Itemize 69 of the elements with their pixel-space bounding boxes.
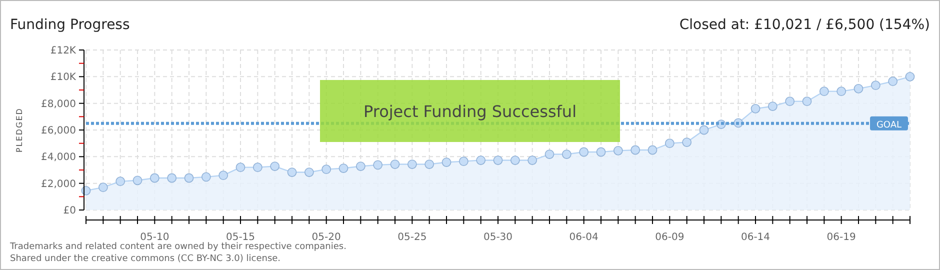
point	[648, 145, 658, 155]
ref-line-label: GOAL	[876, 120, 902, 130]
y-tick-label: £10K	[50, 72, 76, 84]
x-tick-label: 06-19	[826, 232, 856, 243]
point	[785, 96, 795, 106]
point	[424, 160, 434, 169]
point	[905, 72, 915, 82]
point	[562, 150, 572, 159]
point	[218, 170, 228, 180]
y-tick-label: £4,000	[41, 152, 76, 164]
point	[510, 156, 520, 165]
point	[287, 168, 297, 177]
x-tick-label: 05-25	[398, 232, 427, 243]
point	[888, 76, 898, 86]
point	[167, 173, 177, 183]
point	[870, 80, 880, 90]
point	[373, 160, 383, 170]
chart-title: Funding Progress	[10, 17, 130, 33]
x-tick-label: 06-09	[655, 232, 684, 243]
point	[528, 156, 538, 165]
point	[682, 138, 692, 147]
point	[596, 147, 606, 157]
point	[579, 147, 589, 157]
point	[664, 138, 674, 148]
y-tick-label: £8,000	[41, 98, 76, 110]
point	[802, 96, 812, 106]
point	[836, 86, 846, 96]
point	[613, 146, 623, 156]
annotation: Project Funding Successful	[363, 102, 577, 121]
point	[390, 160, 400, 169]
x-tick-label: 06-14	[740, 232, 770, 243]
y-tick-label: £6,000	[41, 126, 76, 136]
x-tick-label: 05-20	[312, 232, 341, 243]
text: Trademarks and related content are owned by their respective companies.	[9, 242, 346, 252]
point	[116, 176, 126, 186]
y-tick-label: £2,000	[41, 178, 76, 190]
point	[322, 164, 332, 174]
text: Shared under the creative commons (CC BY-NC 3.0) license.	[10, 254, 281, 264]
point	[252, 162, 262, 172]
x-tick-label: 05-30	[483, 232, 513, 243]
y-tick-label: £0	[63, 206, 76, 216]
point	[304, 168, 314, 177]
point	[544, 150, 554, 159]
x-tick-label: 06-04	[569, 232, 598, 243]
point	[201, 172, 211, 182]
point	[184, 173, 194, 183]
point	[132, 176, 142, 186]
point	[458, 156, 468, 166]
x-tick-label: 05-15	[226, 232, 256, 243]
point	[493, 156, 503, 165]
point	[270, 162, 280, 171]
point	[98, 182, 108, 192]
point	[630, 145, 640, 155]
point	[407, 160, 417, 169]
point	[150, 173, 160, 183]
point	[442, 158, 452, 167]
point	[338, 164, 348, 173]
point	[699, 125, 709, 135]
point	[236, 162, 246, 172]
point	[356, 162, 366, 171]
y-tick-label: £12K	[50, 46, 76, 56]
x-tick-label: 05-10	[140, 232, 170, 243]
point	[854, 84, 864, 94]
y-axis-title: PLEDGED	[15, 108, 24, 152]
point	[476, 156, 486, 165]
point	[768, 102, 778, 111]
point	[750, 104, 760, 114]
chart-subtitle: Closed at: £10,021 / £6,500 (154%)	[679, 17, 930, 33]
point	[819, 86, 829, 96]
